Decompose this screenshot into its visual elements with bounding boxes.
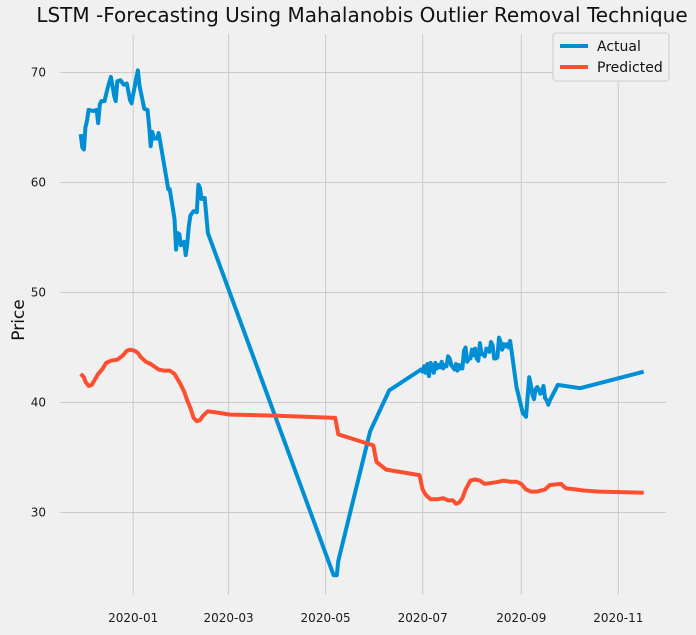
x-tick-label: 2020-01 bbox=[108, 611, 158, 625]
y-axis-label: Price bbox=[9, 299, 29, 340]
y-tick-label: 30 bbox=[31, 506, 46, 520]
x-tick-label: 2020-07 bbox=[398, 611, 448, 625]
series-line-actual bbox=[78, 68, 645, 578]
legend-label-predicted: Predicted bbox=[597, 60, 663, 76]
grid bbox=[60, 34, 666, 595]
series-line-predicted bbox=[79, 347, 644, 506]
y-tick-label: 70 bbox=[31, 66, 46, 80]
legend: Actual Predicted bbox=[552, 32, 670, 82]
tick-labels: 30 40 50 60 70 2020-01 2020-03 2020-05 2020-07 20… bbox=[31, 66, 644, 626]
chart-title: LSTM -Forecasting Using Mahalanobis Outl… bbox=[36, 3, 687, 27]
y-tick-label: 40 bbox=[31, 396, 46, 410]
legend-label-actual: Actual bbox=[597, 39, 641, 55]
x-tick-label: 2020-11 bbox=[593, 611, 643, 625]
y-tick-label: 50 bbox=[31, 286, 46, 300]
x-tick-label: 2020-05 bbox=[301, 611, 351, 625]
x-tick-label: 2020-09 bbox=[496, 611, 546, 625]
y-tick-label: 60 bbox=[31, 176, 46, 190]
series-layer bbox=[78, 68, 645, 578]
x-tick-label: 2020-03 bbox=[204, 611, 254, 625]
